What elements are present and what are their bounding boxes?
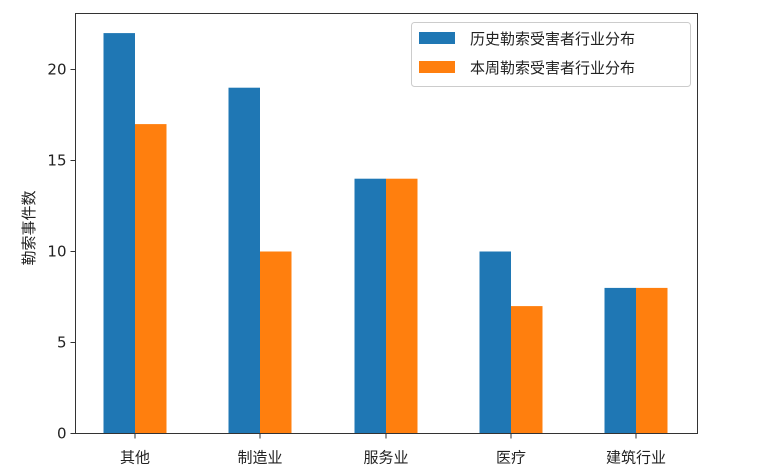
- bar-week-1: [260, 251, 292, 434]
- legend-box: [411, 22, 691, 87]
- y-tick-label: 10: [47, 243, 66, 261]
- bar-week-2: [386, 178, 418, 434]
- y-tick-label: 5: [57, 334, 67, 352]
- bar-history-3: [479, 251, 511, 434]
- x-tick-label: 其他: [120, 449, 150, 467]
- y-tick-label: 0: [57, 425, 67, 443]
- bar-week-3: [511, 306, 543, 434]
- legend-swatch-0: [419, 32, 455, 44]
- bar-week-4: [636, 287, 668, 434]
- x-tick-label: 服务业: [363, 449, 408, 467]
- y-axis: 0 5 10 15 20: [47, 61, 76, 443]
- legend-label-0: 历史勒索受害者行业分布: [470, 30, 635, 48]
- y-tick-label: 15: [47, 152, 66, 170]
- x-tick-label: 建筑行业: [606, 449, 666, 467]
- bar-history-2: [354, 178, 386, 434]
- bar-history-4: [604, 287, 636, 434]
- bar-history-1: [228, 87, 260, 434]
- y-tick-label: 20: [47, 61, 66, 79]
- bar-history-0: [103, 33, 135, 434]
- legend-swatch-1: [419, 61, 455, 73]
- y-axis-label: 勒索事件数: [20, 190, 38, 265]
- legend-label-1: 本周勒索受害者行业分布: [470, 59, 635, 77]
- x-tick-label: 制造业: [237, 449, 282, 467]
- x-axis: 其他 制造业 服务业 医疗 建筑行业: [120, 433, 666, 467]
- bar-week-0: [135, 124, 167, 434]
- x-tick-label: 医疗: [496, 449, 526, 467]
- bars-group: [103, 33, 668, 434]
